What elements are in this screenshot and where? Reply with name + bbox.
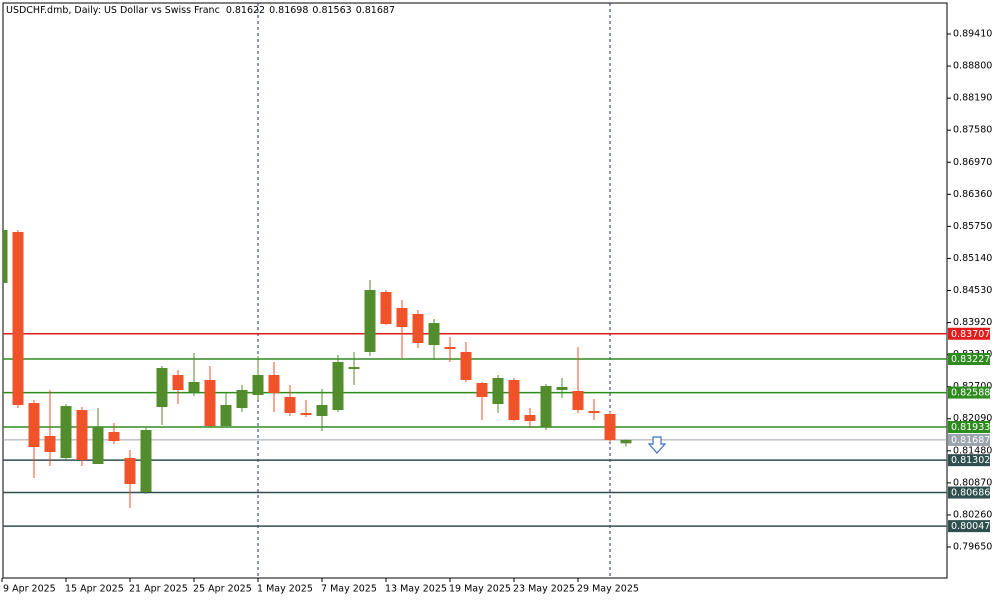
candle-body — [44, 435, 56, 453]
price-label-box — [948, 454, 990, 467]
candle-body — [60, 406, 72, 459]
y-tick-label: 0.81480 — [953, 445, 992, 456]
y-tick-label: 0.79650 — [953, 541, 992, 552]
price-label: 0.83707 — [951, 329, 990, 340]
candle-body — [380, 292, 392, 325]
candle-body — [524, 415, 536, 422]
high-value: 0.81698 — [269, 5, 308, 16]
y-tick-label: 0.89410 — [953, 29, 992, 40]
plot-frame — [2, 2, 948, 579]
candle-body — [92, 426, 104, 464]
candle-body — [396, 308, 408, 328]
axis: 0.89410 0.88800 0.88190 0.87580 0.86970 0.863… — [1, 29, 992, 595]
y-tick-label: 0.82090 — [953, 413, 992, 424]
price-label: 0.80686 — [951, 488, 990, 499]
y-tick-label: 0.83920 — [953, 317, 992, 328]
y-tick-label: 0.88190 — [953, 93, 992, 104]
y-tick-label: 0.80260 — [953, 509, 992, 520]
candle-body — [172, 375, 184, 390]
candle-body — [460, 351, 472, 381]
close-value: 0.81687 — [356, 5, 395, 16]
candle-body — [76, 410, 88, 461]
candle-body — [476, 383, 488, 397]
candle-body — [156, 368, 168, 408]
price-label: 0.81933 — [951, 422, 990, 433]
y-tick-label: 0.80870 — [953, 477, 992, 488]
y-tick-label: 0.86360 — [953, 189, 992, 200]
candle-body — [620, 439, 632, 444]
candle-body — [572, 390, 584, 411]
candles — [3, 230, 632, 508]
candle-body — [332, 361, 344, 411]
x-tick-label: 1 May 2025 — [257, 584, 313, 595]
candle-body — [492, 378, 504, 405]
y-tick-label: 0.85750 — [953, 221, 992, 232]
x-tick-label: 15 Apr 2025 — [65, 584, 124, 595]
price-label-box — [948, 420, 990, 433]
x-tick-label: 25 Apr 2025 — [193, 584, 252, 595]
candle-body — [316, 405, 328, 417]
candle-body — [364, 290, 376, 352]
price-label: 0.83227 — [951, 354, 990, 365]
price-label: 0.82588 — [951, 388, 990, 399]
candle-body — [28, 403, 40, 448]
candle-body — [204, 380, 216, 426]
candle-body — [348, 367, 360, 370]
candle-body — [556, 386, 568, 390]
chart-title: USDCHF.dmb, Daily: US Dollar vs Swiss Fr… — [6, 5, 395, 16]
candle-body — [252, 375, 264, 395]
candle-body — [3, 230, 8, 283]
candle-body — [428, 323, 440, 346]
candle-body — [284, 396, 296, 414]
price-label: 0.81302 — [951, 455, 990, 466]
price-label-box — [948, 352, 990, 365]
price-label-box — [948, 520, 990, 533]
x-tick-label: 23 May 2025 — [513, 584, 575, 595]
candle-body — [300, 413, 312, 416]
candle-body — [188, 382, 200, 392]
x-tick-label: 7 May 2025 — [321, 584, 377, 595]
title-text: USDCHF.dmb, Daily: US Dollar vs Swiss Fr… — [6, 5, 220, 16]
x-tick-label: 9 Apr 2025 — [3, 584, 56, 595]
price-label-box — [948, 386, 990, 399]
candle-body — [236, 389, 248, 409]
x-tick-label: 19 May 2025 — [449, 584, 511, 595]
low-value: 0.81563 — [312, 5, 351, 16]
price-label: 0.80047 — [951, 521, 990, 532]
candle-body — [444, 347, 456, 349]
price-label-box — [948, 433, 990, 446]
x-tick-label: 13 May 2025 — [385, 584, 447, 595]
candle-body — [220, 405, 232, 426]
y-tick-label: 0.84530 — [953, 285, 992, 296]
price-label-box — [948, 486, 990, 499]
levels — [3, 333, 947, 527]
candle-body — [540, 386, 552, 427]
open-value: 0.81622 — [226, 5, 265, 16]
price-label-box — [948, 327, 990, 340]
price-label: 0.81687 — [951, 435, 990, 446]
candle-body — [268, 375, 280, 393]
sell-arrow — [647, 436, 667, 454]
y-tick-label: 0.88800 — [953, 61, 992, 72]
x-tick-label: 21 Apr 2025 — [129, 584, 188, 595]
candle-body — [588, 411, 600, 414]
x-tick-label: 29 May 2025 — [577, 584, 639, 595]
candle-body — [108, 431, 120, 442]
candle-body — [508, 380, 520, 421]
candle-body — [12, 232, 24, 406]
candle-body — [604, 414, 616, 441]
y-tick-label: 0.86970 — [953, 157, 992, 168]
y-tick-label: 0.87580 — [953, 125, 992, 136]
candle-body — [140, 429, 152, 493]
y-tick-label: 0.85140 — [953, 253, 992, 264]
candle-body — [124, 458, 136, 485]
candle-body — [412, 313, 424, 344]
